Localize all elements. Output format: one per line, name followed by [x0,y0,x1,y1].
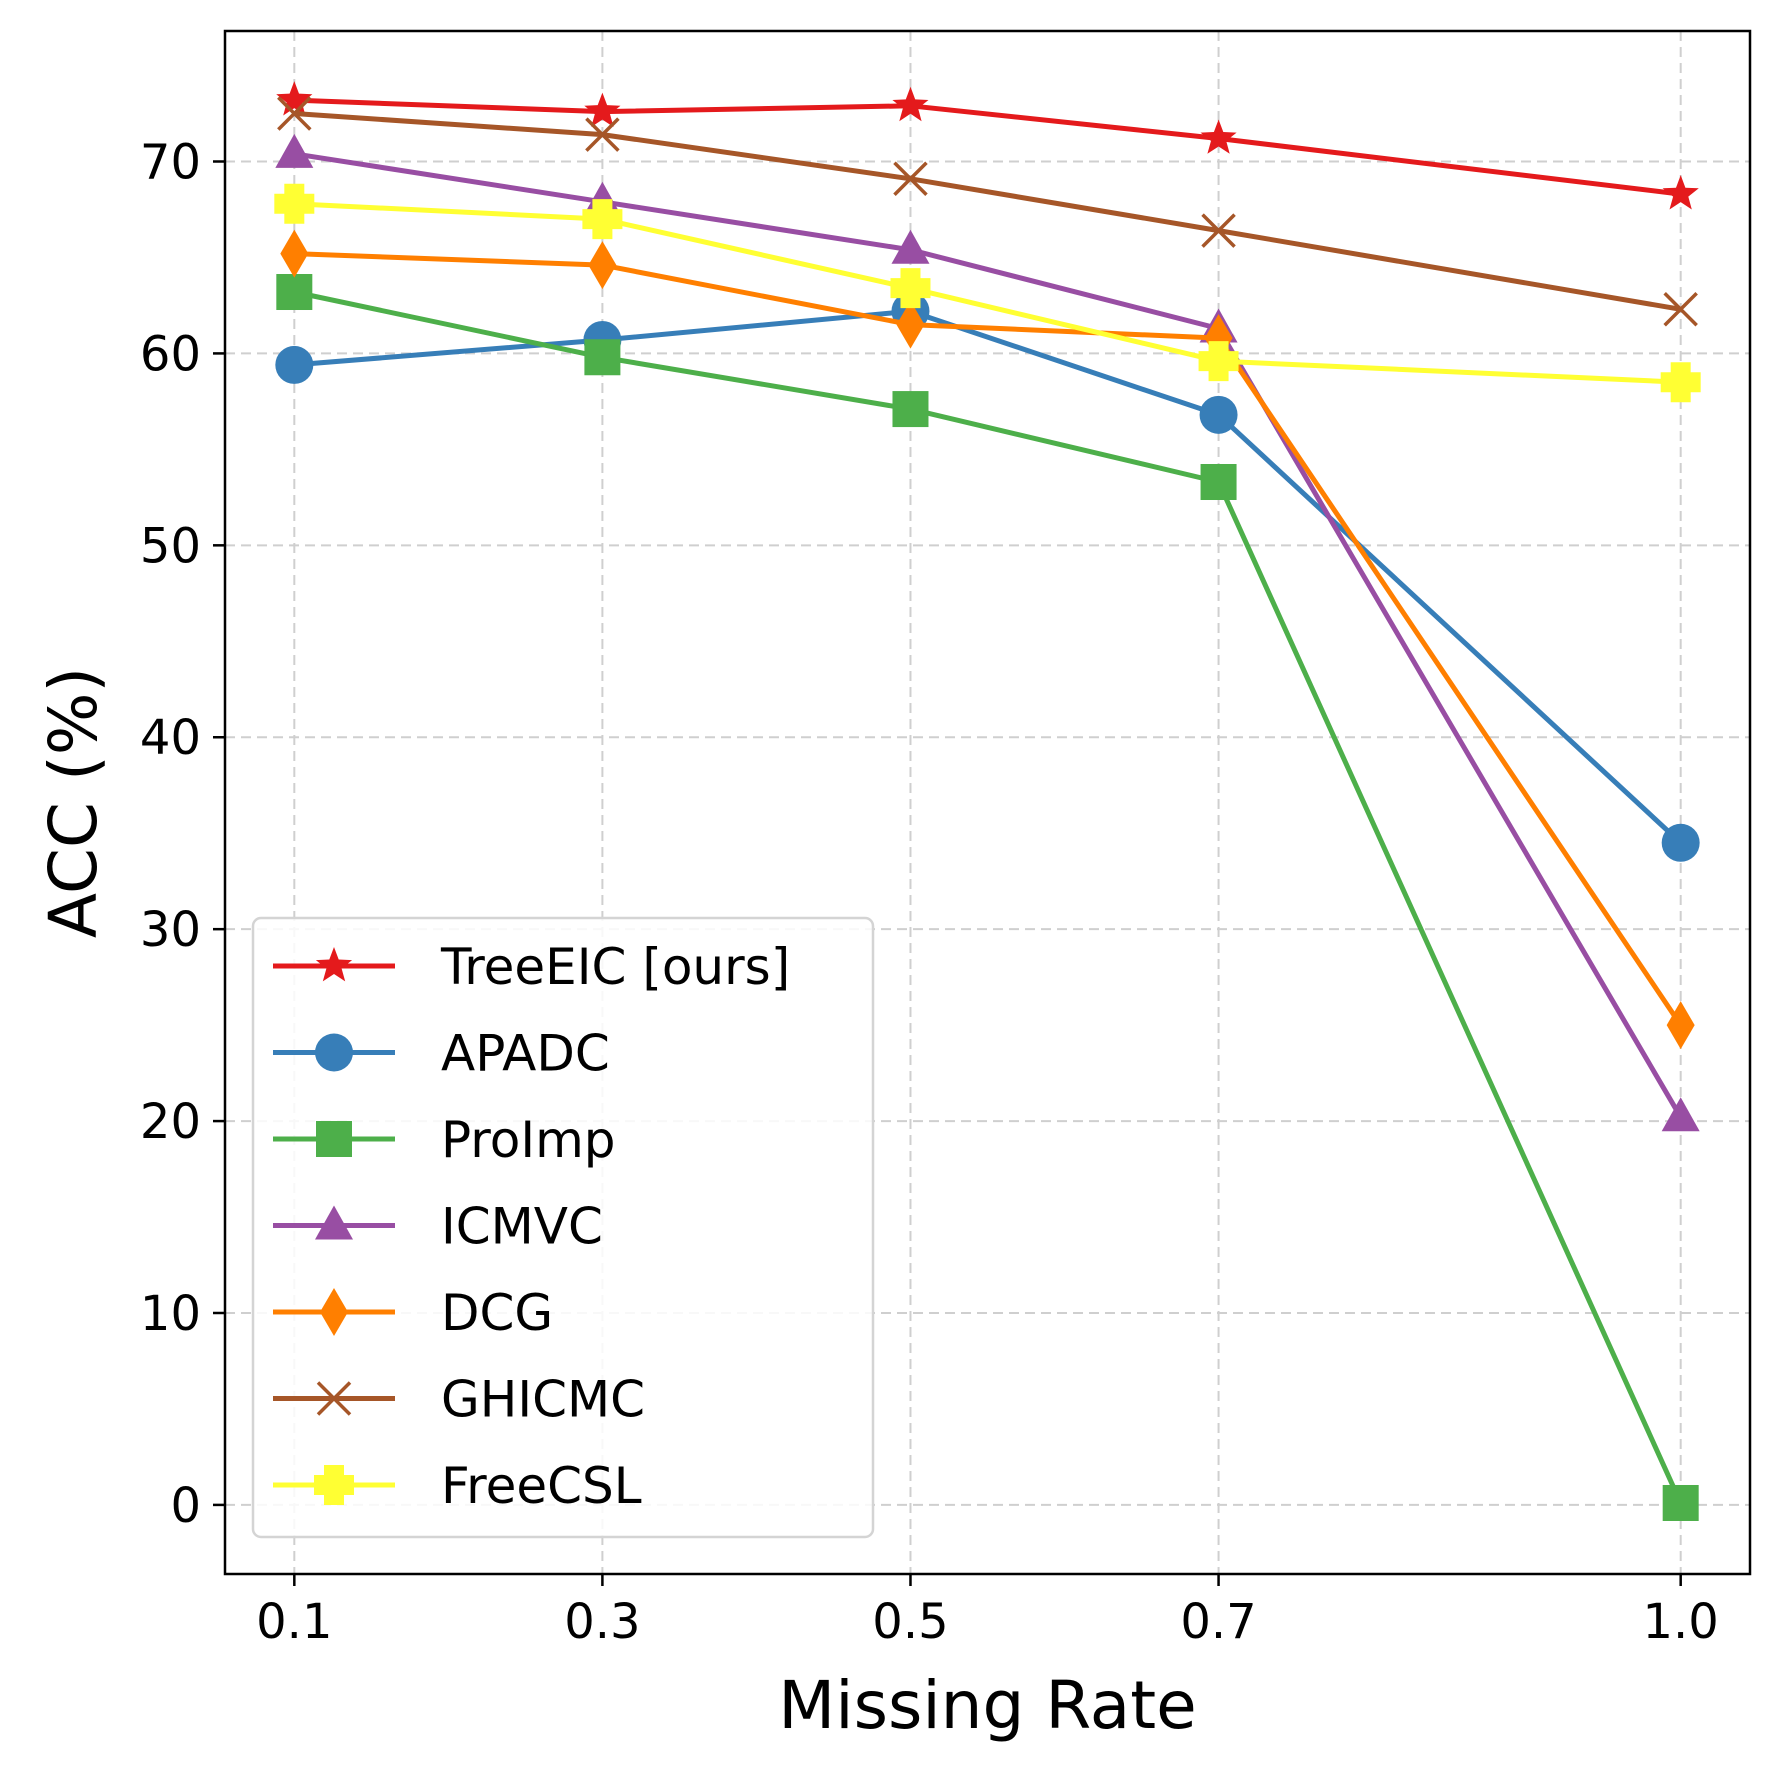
legend-label: ProImp [441,1111,616,1169]
x-tick-label: 0.5 [872,1594,948,1650]
x-tick-label: 0.3 [564,1594,640,1650]
data-point [1661,1097,1700,1132]
legend-label: APADC [441,1025,610,1083]
x-tick-label: 0.1 [256,1594,332,1650]
data-point [1663,292,1698,327]
series-dcg [280,229,1695,1050]
data-point [280,229,309,278]
legend-marker [314,1465,354,1505]
data-point [1660,362,1701,403]
axis-ticks: 0.1 0.3 0.5 0.7 1.0 0 10 20 30 40 50 60 70 [140,135,1719,1650]
series-line [294,111,1682,312]
data-point [582,199,623,240]
y-axis-title: ACC (%) [35,667,112,938]
data-point [276,81,313,116]
legend-entry: GHICMC [273,1371,645,1429]
data-point [1661,823,1700,862]
y-tick-label: 10 [140,1286,201,1342]
y-tick-label: 40 [140,710,201,766]
series-line [294,251,1683,1027]
y-tick-label: 20 [140,1094,201,1150]
data-point [584,92,621,127]
legend-entry: ICMVC [273,1198,603,1256]
data-point [890,268,931,309]
x-tick-label: 0.7 [1180,1594,1256,1650]
legend-label: ICMVC [441,1198,603,1256]
y-tick-label: 0 [170,1478,201,1534]
legend-entry: TreeEIC [ours] [273,938,790,996]
series-icmvc [275,133,1700,1132]
data-point [1662,175,1699,210]
data-point [277,96,312,131]
legend-box [251,916,875,1539]
series-apadc [275,292,1700,862]
data-point [892,391,929,428]
x-tick-label: 1.0 [1643,1594,1719,1650]
data-point [1200,119,1237,154]
data-point [1200,464,1237,501]
data-point [275,133,314,168]
plot-frame [223,29,1752,1576]
data-point [588,241,617,290]
x-axis-title: Missing Rate [778,1667,1196,1744]
legend-label: GHICMC [441,1371,645,1429]
data-point [1666,1001,1695,1050]
series-treeeic-ours [276,81,1699,210]
series-proimp [276,274,1699,1521]
data-point [1198,341,1239,382]
data-point [896,300,925,349]
legend-marker [315,1033,353,1072]
data-point [891,229,930,264]
legend: TreeEIC [ours] APADC ProImp ICMVC DCG GHICMC F… [251,916,875,1539]
y-tick-label: 60 [140,326,201,382]
series-line [294,201,1681,385]
legend-marker [315,947,353,982]
legend-label: DCG [441,1284,553,1342]
y-tick-label: 30 [140,902,201,958]
y-tick-label: 50 [140,518,201,574]
data-point [892,86,929,122]
data-point [893,161,928,197]
data-point [275,345,314,384]
legend-marker [316,1381,352,1416]
legend-marker [316,1121,352,1157]
legend-entry: DCG [273,1284,553,1342]
data-point [1201,213,1236,248]
legend-marker [320,1288,348,1336]
legend-entry: APADC [273,1025,610,1083]
series-freecsl [274,183,1701,403]
legend-entry: ProImp [273,1111,616,1169]
series-layer [274,81,1701,1521]
data-point [1662,1484,1699,1521]
data-point [274,183,315,224]
data-point [276,274,313,311]
y-tick-label: 70 [140,135,201,191]
legend-label: FreeCSL [441,1457,642,1515]
data-point [585,117,620,152]
series-ghicmc [277,96,1698,327]
legend-marker [315,1205,353,1240]
data-point [584,339,621,376]
legend-label: TreeEIC [ours] [440,938,790,996]
legend-entry: FreeCSL [273,1457,642,1515]
data-point [1199,395,1238,434]
series-line [294,97,1681,197]
